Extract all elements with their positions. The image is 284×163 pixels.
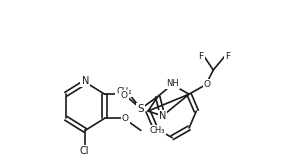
Text: NH: NH: [166, 79, 179, 88]
Text: CH₃: CH₃: [149, 126, 165, 135]
Text: N: N: [159, 111, 166, 121]
Text: N: N: [82, 76, 89, 86]
Text: O: O: [120, 91, 128, 100]
Text: S: S: [137, 104, 144, 114]
Text: Cl: Cl: [79, 146, 89, 156]
Text: F: F: [225, 52, 230, 61]
Text: CH₂: CH₂: [116, 87, 132, 96]
Text: O: O: [204, 80, 211, 89]
Text: F: F: [199, 52, 204, 61]
Text: O: O: [122, 114, 129, 123]
